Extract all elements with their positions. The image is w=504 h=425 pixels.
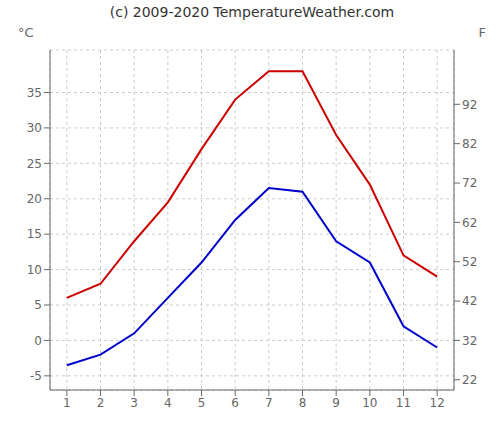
svg-text:1: 1 <box>63 396 71 410</box>
svg-text:6: 6 <box>231 396 239 410</box>
svg-text:5: 5 <box>34 298 42 312</box>
svg-text:0: 0 <box>34 334 42 348</box>
svg-text:52: 52 <box>462 255 477 269</box>
svg-text:8: 8 <box>299 396 307 410</box>
html-text:°C: °C <box>18 25 34 40</box>
svg-text:3: 3 <box>130 396 138 410</box>
svg-text:35: 35 <box>27 86 42 100</box>
svg-text:10: 10 <box>27 263 42 277</box>
svg-text:42: 42 <box>462 294 477 308</box>
svg-text:22: 22 <box>462 373 477 387</box>
svg-text:9: 9 <box>332 396 340 410</box>
svg-text:62: 62 <box>462 216 477 230</box>
svg-text:10: 10 <box>362 396 377 410</box>
svg-text:2: 2 <box>97 396 105 410</box>
html-text:(c) 2009-2020 TemperatureWeath: (c) 2009-2020 TemperatureWeather.com <box>109 4 395 20</box>
svg-text:72: 72 <box>462 176 477 190</box>
svg-text:5: 5 <box>198 396 206 410</box>
svg-text:12: 12 <box>430 396 445 410</box>
svg-text:7: 7 <box>265 396 273 410</box>
svg-text:25: 25 <box>27 157 42 171</box>
svg-text:11: 11 <box>396 396 411 410</box>
html-text:F: F <box>478 25 486 40</box>
svg-text:82: 82 <box>462 137 477 151</box>
svg-text:4: 4 <box>164 396 172 410</box>
svg-text:30: 30 <box>27 121 42 135</box>
svg-text:92: 92 <box>462 98 477 112</box>
svg-text:20: 20 <box>27 192 42 206</box>
svg-text:15: 15 <box>27 227 42 241</box>
svg-text:32: 32 <box>462 334 477 348</box>
svg-text:-5: -5 <box>30 369 42 383</box>
